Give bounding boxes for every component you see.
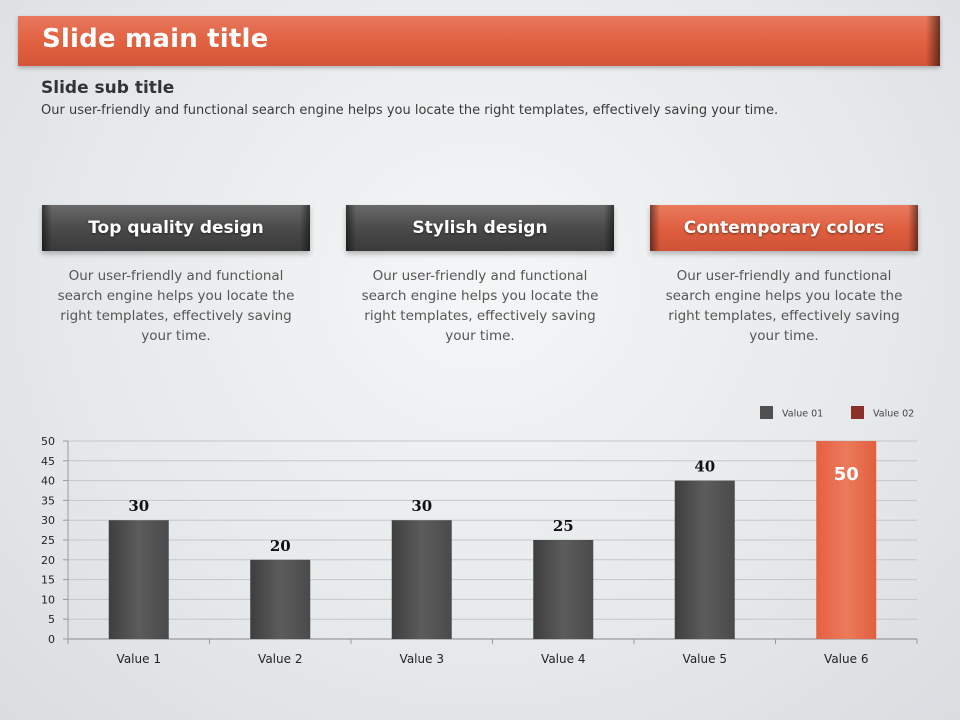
feature-title: Contemporary colors xyxy=(683,218,885,238)
y-tick-label: 5 xyxy=(48,613,55,626)
y-tick-label: 50 xyxy=(41,435,55,448)
feature-band: Top quality design xyxy=(42,205,310,251)
feature-title: Stylish design xyxy=(412,218,548,238)
y-tick-label: 0 xyxy=(48,633,55,646)
feature-card-3: Contemporary colors Our user-friendly an… xyxy=(650,205,918,346)
data-label: 25 xyxy=(553,517,574,535)
bar xyxy=(816,441,877,639)
page-title: Slide main title xyxy=(42,24,269,54)
x-tick-label: Value 6 xyxy=(824,652,868,666)
y-tick-label: 25 xyxy=(41,534,55,547)
legend-swatch xyxy=(851,406,864,419)
feature-title: Top quality design xyxy=(88,218,264,238)
title-banner: Slide main title xyxy=(18,16,940,66)
feature-description: Our user-friendly and functional search … xyxy=(57,268,295,344)
bar xyxy=(533,540,594,639)
x-tick-label: Value 4 xyxy=(541,652,585,666)
x-tick-label: Value 5 xyxy=(683,652,727,666)
feature-card-1: Top quality design Our user-friendly and… xyxy=(42,205,310,346)
x-tick-label: Value 1 xyxy=(117,652,161,666)
data-label: 40 xyxy=(694,458,715,476)
y-tick-label: 15 xyxy=(41,574,55,587)
page-subtext: Our user-friendly and functional search … xyxy=(41,103,779,118)
x-tick-label: Value 3 xyxy=(400,652,444,666)
bar xyxy=(250,559,311,639)
bar-chart: 0 5 10 15 20 25 30 35 40 45 50 Value 1 30 Value 2 20 V… xyxy=(41,406,918,666)
data-label: 30 xyxy=(411,497,432,515)
y-tick-label: 30 xyxy=(41,514,55,527)
y-tick-label: 35 xyxy=(41,494,55,507)
legend-label: Value 01 xyxy=(782,409,823,420)
bar xyxy=(391,520,452,639)
x-tick-label: Value 2 xyxy=(258,652,302,666)
feature-description: Our user-friendly and functional search … xyxy=(665,268,903,344)
feature-band: Contemporary colors xyxy=(650,205,918,251)
y-tick-label: 10 xyxy=(41,593,55,606)
page-subtitle: Slide sub title xyxy=(41,78,175,98)
y-tick-label: 20 xyxy=(41,554,55,567)
legend-label: Value 02 xyxy=(873,409,914,420)
legend-swatch xyxy=(760,406,773,419)
y-tick-label: 45 xyxy=(41,455,55,468)
bar xyxy=(108,520,169,639)
bar xyxy=(674,480,735,639)
data-label: 50 xyxy=(834,464,859,485)
data-label: 30 xyxy=(128,497,149,515)
feature-description: Our user-friendly and functional search … xyxy=(361,268,599,344)
feature-band: Stylish design xyxy=(346,205,614,251)
feature-card-2: Stylish design Our user-friendly and fun… xyxy=(346,205,614,346)
data-label: 20 xyxy=(270,537,291,555)
y-tick-label: 40 xyxy=(41,475,55,488)
